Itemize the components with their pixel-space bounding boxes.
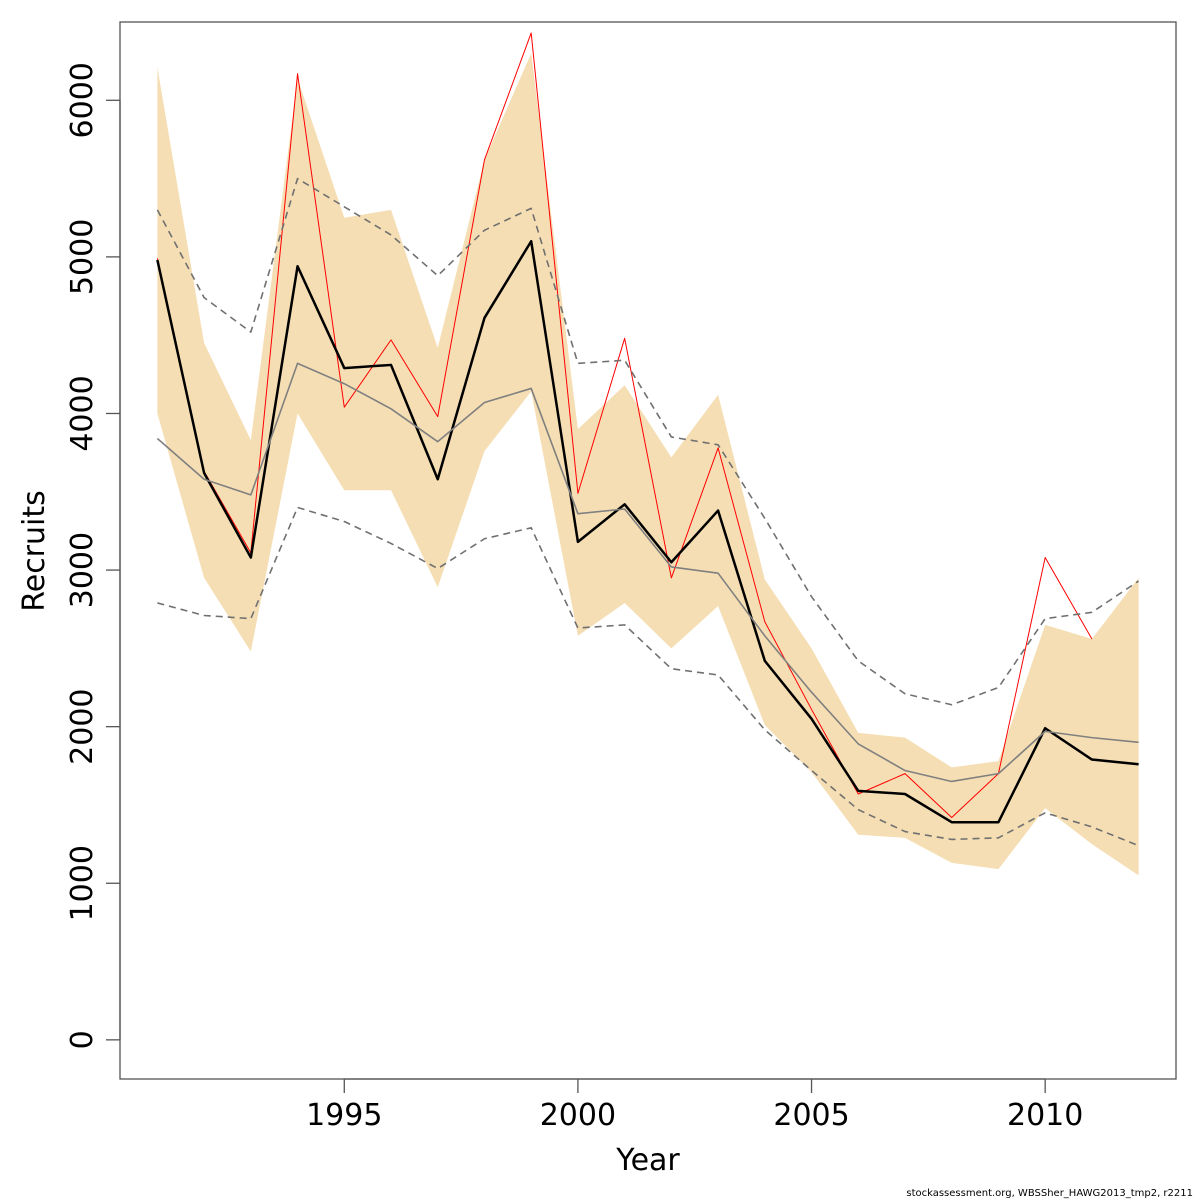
confidence-band [157,53,1139,876]
y-tick-label: 0 [65,1030,100,1049]
x-axis: 1995 2000 2005 2010 [306,1078,1083,1133]
y-tick-label: 3000 [65,532,100,608]
y-axis-title: Recruits [17,490,52,612]
x-tick-label: 1995 [306,1098,382,1133]
series-line-1 [156,32,1093,818]
series-line-2 [156,239,1139,824]
x-tick-label: 2005 [773,1098,849,1133]
y-tick-label: 4000 [65,375,100,451]
series-line-5 [157,506,1139,847]
y-axis: 0 1000 2000 3000 4000 5000 6000 [65,62,121,1049]
y-tick-label: 5000 [65,219,100,295]
series-layer [156,32,1140,847]
y-tick-label: 6000 [65,62,100,138]
x-tick-label: 2000 [540,1098,616,1133]
x-tick-label: 2010 [1007,1098,1083,1133]
source-footnote: stockassessment.org, WBSSher_HAWG2013_tm… [906,1188,1193,1199]
y-tick-label: 2000 [65,688,100,764]
series-line-3 [156,362,1139,783]
x-axis-title: Year [615,1143,680,1178]
confidence-band-layer [157,53,1139,876]
y-tick-label: 1000 [65,845,100,921]
